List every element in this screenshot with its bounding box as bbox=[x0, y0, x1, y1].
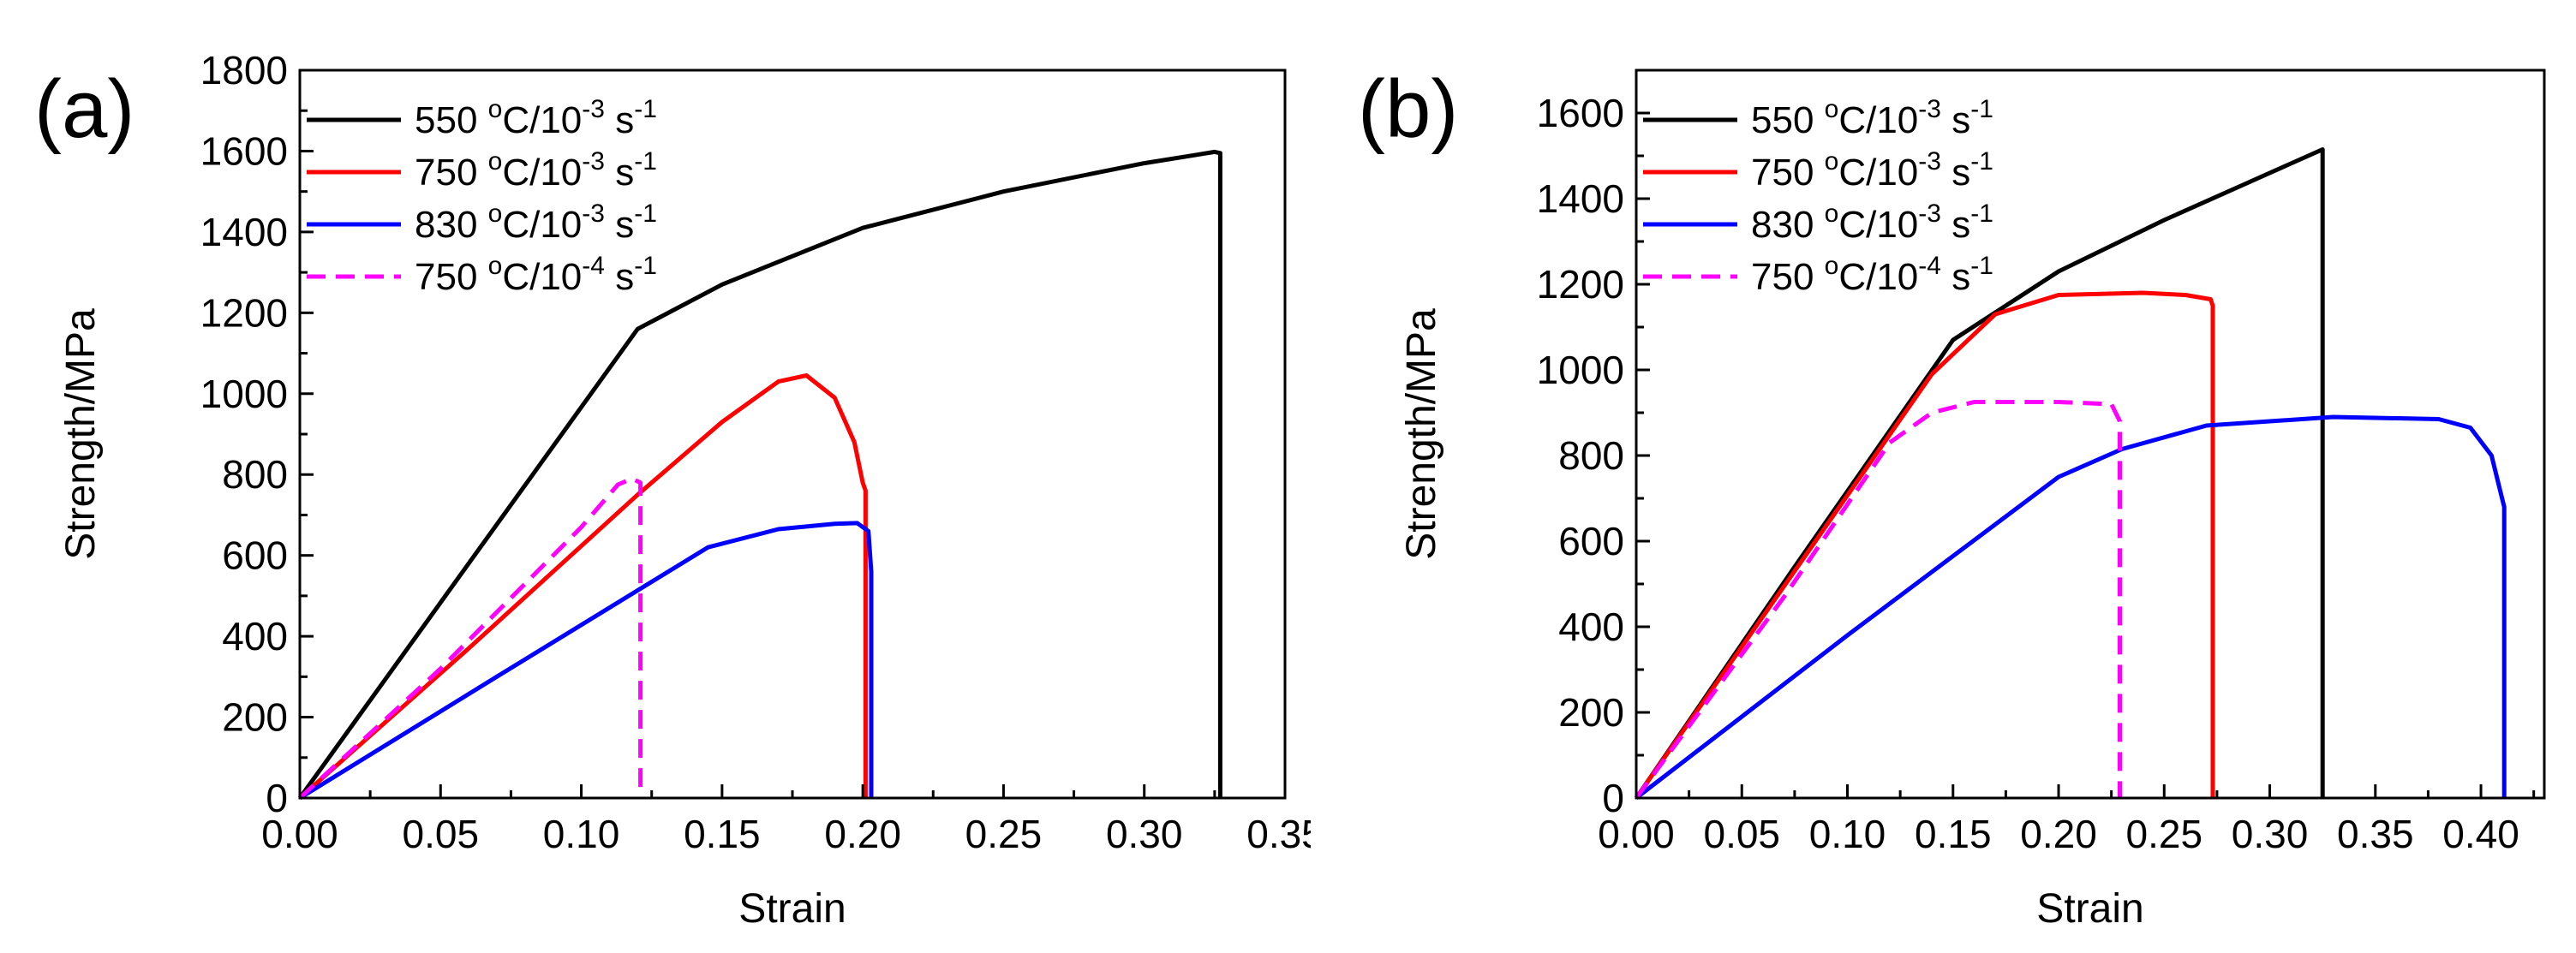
x-tick-label: 0.00 bbox=[1598, 812, 1675, 856]
series-line-4 bbox=[1634, 400, 2122, 800]
plot-frame bbox=[1635, 68, 2546, 800]
series-line-4 bbox=[298, 476, 643, 800]
y-tick-label: 1400 bbox=[200, 210, 288, 254]
x-tick-label: 0.20 bbox=[824, 812, 901, 856]
series-line-1 bbox=[1634, 147, 2325, 800]
y-tick-label: 600 bbox=[222, 533, 288, 578]
y-tick-label: 1600 bbox=[200, 128, 288, 173]
chart-b-svg: (b) 0.00 0.05 0.10 0.15 0.20 0.25 0.30 0.35 0.40… bbox=[1358, 63, 2546, 932]
series-line-1 bbox=[297, 149, 1222, 800]
y-tick-label: 600 bbox=[1558, 519, 1624, 563]
legend: 550 oC/10-3 s-1 750 oC/10-3 s-1 830 oC/10-… bbox=[307, 95, 657, 298]
y-tick-label: 0 bbox=[1602, 776, 1624, 820]
legend-label: 750 oC/10-4 s-1 bbox=[1751, 252, 1993, 298]
x-tick-label: 0.00 bbox=[261, 812, 338, 856]
y-tick-label: 1600 bbox=[1537, 91, 1624, 135]
x-tick-label: 0.10 bbox=[543, 812, 620, 856]
x-tick-label: 0.05 bbox=[1703, 812, 1780, 856]
x-tick-label: 0.40 bbox=[2442, 812, 2519, 856]
legend-label: 750 oC/10-3 s-1 bbox=[415, 147, 657, 194]
x-tick-label: 0.25 bbox=[965, 812, 1043, 856]
y-tick-label: 1000 bbox=[1537, 348, 1624, 392]
legend-label: 830 oC/10-3 s-1 bbox=[415, 200, 657, 246]
x-tick-label: 0.05 bbox=[403, 812, 480, 856]
chart-panel-a: (a) 0.00 0.05 0.10 0.15 0.20 0.25 0.30 0.35 0 200… bbox=[34, 48, 1311, 932]
y-axis-label: Strength/MPa bbox=[1399, 308, 1444, 560]
y-axis-label: Strength/MPa bbox=[58, 308, 104, 560]
chart-a-svg: (a) 0.00 0.05 0.10 0.15 0.20 0.25 0.30 0.35 0 200… bbox=[34, 48, 1311, 932]
series-line-3 bbox=[1635, 414, 2507, 800]
x-tick-label: 0.15 bbox=[684, 812, 761, 856]
y-tick-label: 800 bbox=[1558, 433, 1624, 478]
legend-label: 550 oC/10-3 s-1 bbox=[415, 95, 657, 141]
x-tick-label: 0.30 bbox=[1106, 812, 1183, 856]
y-tick-label: 1000 bbox=[200, 372, 288, 416]
y-tick-label: 0 bbox=[266, 776, 288, 820]
series-line-2 bbox=[298, 373, 868, 800]
x-tick-label: 0.35 bbox=[2337, 812, 2414, 856]
series-line-3 bbox=[298, 521, 874, 801]
y-tick-label: 1400 bbox=[1537, 176, 1624, 221]
legend-label: 550 oC/10-3 s-1 bbox=[1751, 95, 1993, 141]
y-tick-label: 200 bbox=[1558, 690, 1624, 735]
panel-label: (b) bbox=[1358, 63, 1458, 155]
x-tick-label: 0.20 bbox=[2020, 812, 2097, 856]
series-line-2 bbox=[1634, 290, 2215, 800]
y-tick-label: 1200 bbox=[200, 290, 288, 335]
x-tick-label: 0.10 bbox=[1809, 812, 1886, 856]
x-tick-label: 0.35 bbox=[1246, 812, 1311, 856]
x-tick-label: 0.15 bbox=[1915, 812, 1992, 856]
legend-label: 750 oC/10-3 s-1 bbox=[1751, 147, 1993, 194]
x-axis-label: Strain bbox=[2036, 886, 2143, 932]
legend-label: 750 oC/10-4 s-1 bbox=[415, 252, 657, 298]
x-tick-label: 0.30 bbox=[2232, 812, 2309, 856]
chart-panel-b: (b) 0.00 0.05 0.10 0.15 0.20 0.25 0.30 0.35 0.40… bbox=[1311, 0, 2576, 953]
y-tick-label: 1200 bbox=[1537, 262, 1624, 307]
legend: 550 oC/10-3 s-1 750 oC/10-3 s-1 830 oC/10-… bbox=[1643, 95, 1993, 298]
x-axis-label: Strain bbox=[738, 886, 846, 932]
x-tick-label: 0.25 bbox=[2126, 812, 2203, 856]
panel-label: (a) bbox=[34, 63, 134, 155]
y-tick-label: 800 bbox=[222, 452, 288, 497]
y-tick-label: 1800 bbox=[200, 48, 288, 92]
y-tick-label: 200 bbox=[222, 695, 288, 740]
y-tick-label: 400 bbox=[1558, 605, 1624, 649]
y-tick-label: 400 bbox=[222, 614, 288, 658]
legend-label: 830 oC/10-3 s-1 bbox=[1751, 200, 1993, 246]
